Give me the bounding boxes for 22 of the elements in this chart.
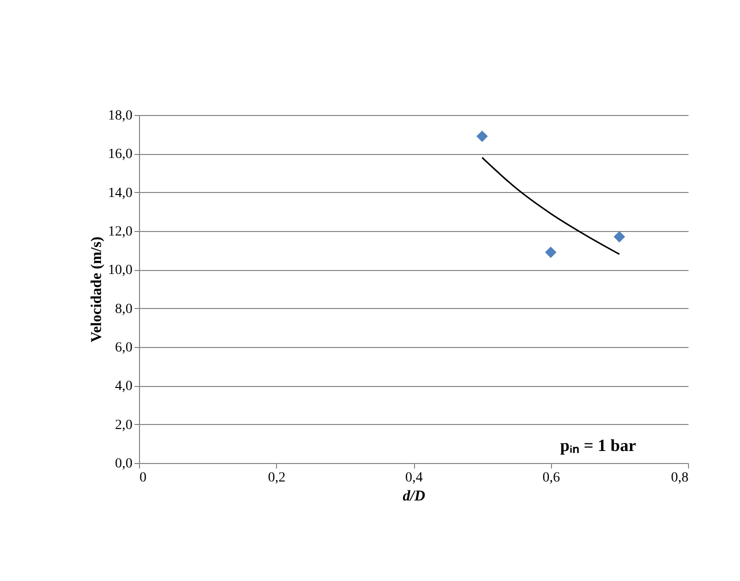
point	[545, 246, 556, 258]
x-tick-label: 0	[140, 470, 146, 486]
x-axis-title: d/D	[402, 488, 426, 504]
y-tick-label: 14,0	[108, 186, 132, 201]
y-tick-label: 10,0	[108, 263, 132, 278]
y-tick-label: 4,0	[115, 379, 132, 394]
y-tick-label: 8,0	[115, 302, 132, 317]
y-tick-label: 0,0	[115, 456, 132, 472]
x-tick-label: 0,6	[542, 470, 560, 486]
x-tick-label: 0,8	[671, 470, 688, 486]
line-series	[481, 156, 620, 255]
annotation: pᵢₙ = 1 bar	[560, 436, 636, 455]
point	[476, 130, 488, 142]
y-tick-label: 2,0	[115, 418, 132, 433]
y-tick-label: 6,0	[115, 340, 132, 356]
point	[614, 231, 626, 242]
y-tick-label: 18,0	[108, 108, 132, 124]
x-tick-label: 0,2	[268, 470, 286, 486]
x-tick-label: 0,4	[405, 470, 423, 486]
y-tick-label: 12,0	[108, 224, 132, 240]
y-tick-label: 16,0	[108, 147, 132, 162]
y-axis-title: Velocidade (m/s)	[89, 236, 105, 342]
